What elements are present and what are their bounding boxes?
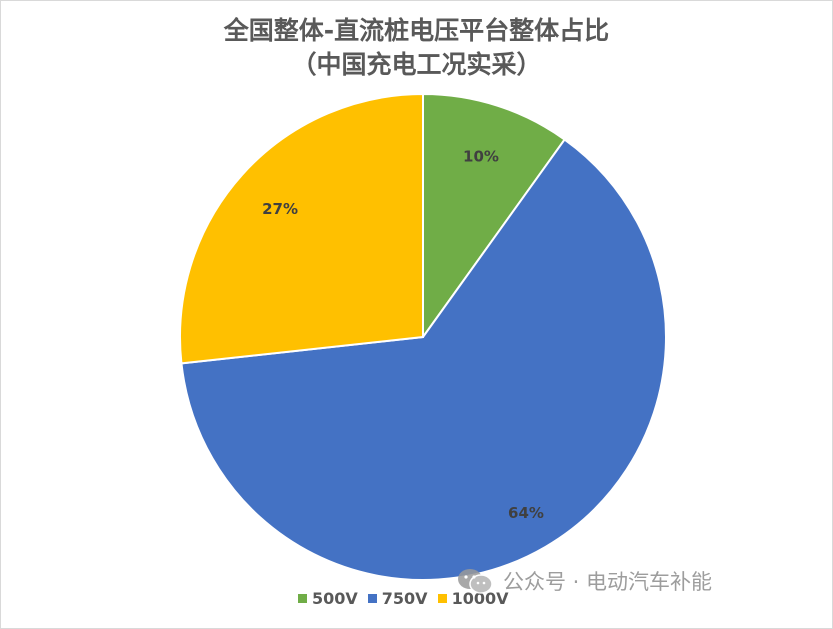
legend-swatch-1000v	[437, 593, 447, 603]
chart-title-line1: 全国整体-直流桩电压平台整体占比	[223, 16, 610, 45]
watermark-text: 公众号 · 电动汽车补能	[503, 570, 713, 594]
legend-label-750v: 750V	[381, 588, 428, 608]
pie-slice-1000v	[179, 92, 424, 365]
watermark: 公众号 · 电动汽车补能	[455, 566, 712, 596]
slice-label-750v: 64%	[508, 504, 544, 522]
legend-swatch-500v	[298, 593, 307, 603]
legend-label-500v: 500V	[312, 588, 358, 608]
slice-label-1000v: 27%	[262, 200, 298, 218]
legend-item-1000v: 1000V	[437, 588, 509, 608]
legend-item-500v: 500V	[298, 589, 358, 608]
wechat-icon	[455, 566, 495, 596]
legend-label-1000v: 1000V	[451, 588, 509, 608]
legend-item-750v: 750V	[367, 588, 428, 608]
legend: 500V 750V 1000V	[298, 587, 508, 609]
slice-label-500v: 10%	[463, 148, 499, 166]
legend-swatch-750v	[367, 593, 377, 603]
chart-title-line2: （中国充电工况实采）	[291, 50, 542, 79]
chart-title: 全国整体-直流桩电压平台整体占比 （中国充电工况实采）	[0, 14, 833, 82]
pie-slice-500v	[422, 92, 567, 341]
pie-slice-750v	[180, 138, 667, 581]
